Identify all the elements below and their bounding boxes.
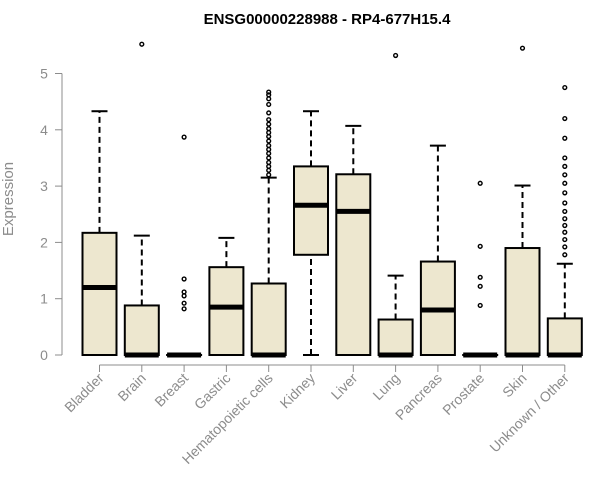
boxes-layer bbox=[81, 41, 583, 358]
x-tick-label: Brain bbox=[114, 370, 148, 404]
outlier-point bbox=[266, 150, 272, 157]
outlier-point bbox=[266, 117, 272, 123]
outlier-point bbox=[266, 133, 272, 140]
box-rect bbox=[123, 304, 160, 356]
outlier-point bbox=[266, 96, 272, 102]
y-axis-label: Expression bbox=[0, 162, 17, 236]
y-tick-label: 5 bbox=[40, 66, 48, 82]
outlier-point bbox=[562, 155, 568, 161]
y-axis: 0 1 2 3 4 5 bbox=[40, 66, 63, 363]
box-rect bbox=[250, 282, 287, 356]
chart-title: ENSG00000228988 - RP4-677H15.4 bbox=[204, 11, 451, 28]
box-rect bbox=[208, 266, 245, 356]
x-tick-label: Unknown / Other bbox=[486, 370, 572, 456]
box-bladder bbox=[81, 110, 118, 356]
outlier-point bbox=[477, 243, 483, 249]
box-prostate bbox=[462, 180, 499, 358]
outlier-point bbox=[266, 89, 272, 95]
box-rect bbox=[377, 318, 414, 357]
outlier-point bbox=[181, 293, 187, 299]
box-rect bbox=[546, 317, 583, 356]
outlier-point bbox=[181, 289, 187, 295]
outlier-point bbox=[266, 130, 272, 136]
outlier-point bbox=[562, 163, 568, 169]
outlier-point bbox=[562, 216, 568, 222]
outlier-point bbox=[181, 276, 187, 282]
outlier-point bbox=[266, 92, 272, 98]
box-gastric bbox=[208, 236, 245, 356]
y-tick-label: 1 bbox=[40, 291, 48, 307]
box-rect bbox=[81, 231, 118, 356]
outlier-point bbox=[562, 84, 568, 91]
box-rect bbox=[293, 165, 329, 256]
outlier-point bbox=[266, 110, 272, 116]
box-lung bbox=[377, 52, 414, 358]
outlier-point bbox=[562, 252, 568, 258]
outlier-point bbox=[181, 134, 187, 140]
outlier-point bbox=[562, 180, 568, 186]
x-tick-label: Kidney bbox=[277, 370, 319, 412]
box-hematopoietic-cells bbox=[250, 89, 287, 358]
outlier-point bbox=[266, 121, 272, 127]
outlier-point bbox=[181, 300, 187, 306]
outlier-point bbox=[266, 101, 272, 108]
box-rect bbox=[335, 173, 372, 356]
box-kidney bbox=[293, 110, 329, 356]
x-tick-label: Breast bbox=[151, 370, 191, 410]
outlier-point bbox=[266, 155, 272, 161]
outlier-point bbox=[477, 302, 483, 309]
outlier-point bbox=[562, 115, 568, 122]
box-breast bbox=[166, 134, 203, 358]
x-tick-label: Bladder bbox=[61, 370, 107, 416]
box-unknown-other bbox=[546, 84, 583, 358]
box-rect bbox=[504, 247, 541, 356]
outlier-point bbox=[266, 142, 272, 149]
y-tick-label: 0 bbox=[40, 347, 48, 363]
outlier-point bbox=[477, 274, 483, 280]
outlier-point bbox=[181, 306, 187, 312]
outlier-point bbox=[562, 236, 568, 243]
outlier-point bbox=[562, 222, 568, 229]
outlier-point bbox=[477, 180, 483, 186]
outlier-point bbox=[266, 146, 272, 153]
x-tick-label: Prostate bbox=[439, 370, 487, 418]
box-liver bbox=[335, 124, 372, 356]
box-brain bbox=[123, 41, 160, 358]
x-tick-label: Pancreas bbox=[392, 370, 445, 423]
outlier-point bbox=[562, 135, 568, 141]
outlier-point bbox=[562, 200, 568, 206]
y-tick-label: 2 bbox=[40, 234, 48, 250]
box-pancreas bbox=[419, 144, 456, 356]
outlier-point bbox=[393, 52, 399, 59]
x-tick-label: Skin bbox=[499, 370, 530, 401]
outlier-point bbox=[562, 208, 568, 215]
outlier-point bbox=[562, 190, 568, 196]
outlier-point bbox=[266, 163, 272, 169]
outlier-point bbox=[562, 172, 568, 178]
y-tick-label: 4 bbox=[40, 122, 48, 138]
outlier-point bbox=[519, 45, 526, 51]
y-tick-label: 3 bbox=[40, 178, 48, 194]
outlier-point bbox=[266, 126, 272, 132]
outlier-point bbox=[266, 138, 272, 144]
outlier-point bbox=[266, 167, 272, 173]
x-tick-label: Liver bbox=[328, 370, 361, 403]
x-tick-label: Lung bbox=[369, 370, 402, 403]
outlier-point bbox=[139, 41, 145, 47]
outlier-point bbox=[477, 283, 483, 289]
outlier-point bbox=[562, 244, 568, 250]
outlier-point bbox=[266, 172, 272, 178]
outlier-point bbox=[562, 229, 568, 235]
outlier-point bbox=[266, 159, 272, 166]
box-skin bbox=[504, 45, 541, 358]
